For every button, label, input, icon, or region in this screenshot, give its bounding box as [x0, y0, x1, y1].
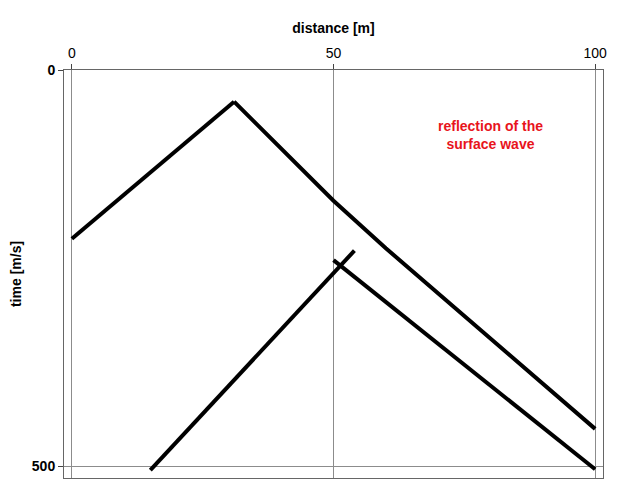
svg-text:0: 0: [47, 62, 55, 78]
svg-text:reflection of thesurface wave: reflection of thesurface wave: [438, 118, 543, 152]
svg-text:time [m/s]: time [m/s]: [8, 241, 24, 307]
svg-text:500: 500: [32, 458, 56, 474]
svg-text:100: 100: [583, 45, 607, 61]
svg-text:50: 50: [326, 45, 342, 61]
svg-text:distance [m]: distance [m]: [292, 20, 374, 36]
svg-text:0: 0: [68, 45, 76, 61]
